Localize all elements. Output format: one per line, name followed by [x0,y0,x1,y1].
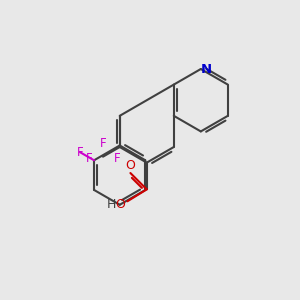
Text: F: F [86,152,93,165]
Text: O: O [115,198,125,211]
Text: N: N [201,62,212,76]
Text: F: F [100,137,106,150]
Text: O: O [125,159,135,172]
Text: F: F [76,146,83,159]
Text: H: H [106,198,116,211]
Text: F: F [113,152,120,165]
